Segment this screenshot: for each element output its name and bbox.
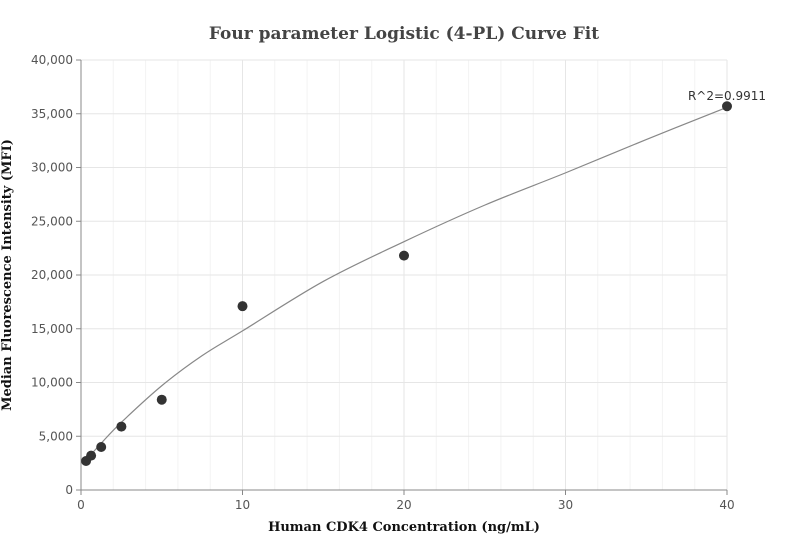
data-point <box>116 421 127 432</box>
grid <box>81 59 728 490</box>
x-tick-label: 30 <box>558 498 573 512</box>
y-tick-label: 15,000 <box>31 322 73 336</box>
y-tick-label: 30,000 <box>31 161 73 175</box>
y-tick-label: 20,000 <box>31 268 73 282</box>
y-axis-title: Median Fluorescence Intensity (MFI) <box>0 139 15 411</box>
data-point <box>96 442 107 452</box>
y-tick-label: 40,000 <box>31 53 73 67</box>
x-tick-label: 20 <box>396 498 411 512</box>
y-tick-label: 25,000 <box>31 214 73 228</box>
axes: 0 10 20 30 40 0 5,000 10,000 15,000 20,000 25,000 3… <box>31 53 735 512</box>
r-squared-annotation: R^2=0.9911 <box>688 89 766 103</box>
data-point <box>86 450 97 461</box>
fit-curve-layer <box>85 106 728 461</box>
x-tick-label: 10 <box>235 498 250 512</box>
y-tick-label: 35,000 <box>31 107 73 121</box>
fit-curve <box>85 106 728 461</box>
y-tick-label: 10,000 <box>31 376 73 390</box>
data-point <box>399 250 409 261</box>
x-axis-title: Human CDK4 Concentration (ng/mL) <box>268 520 540 535</box>
data-point <box>237 301 248 312</box>
data-points <box>81 101 732 466</box>
chart-title: Four parameter Logistic (4-PL) Curve Fit <box>209 24 599 44</box>
x-tick-label: 40 <box>719 498 734 512</box>
y-tick-label: 5,000 <box>39 429 73 443</box>
x-tick-label: 0 <box>77 498 85 512</box>
data-point <box>722 101 732 112</box>
data-point <box>156 394 167 405</box>
y-tick-label: 0 <box>65 483 73 497</box>
